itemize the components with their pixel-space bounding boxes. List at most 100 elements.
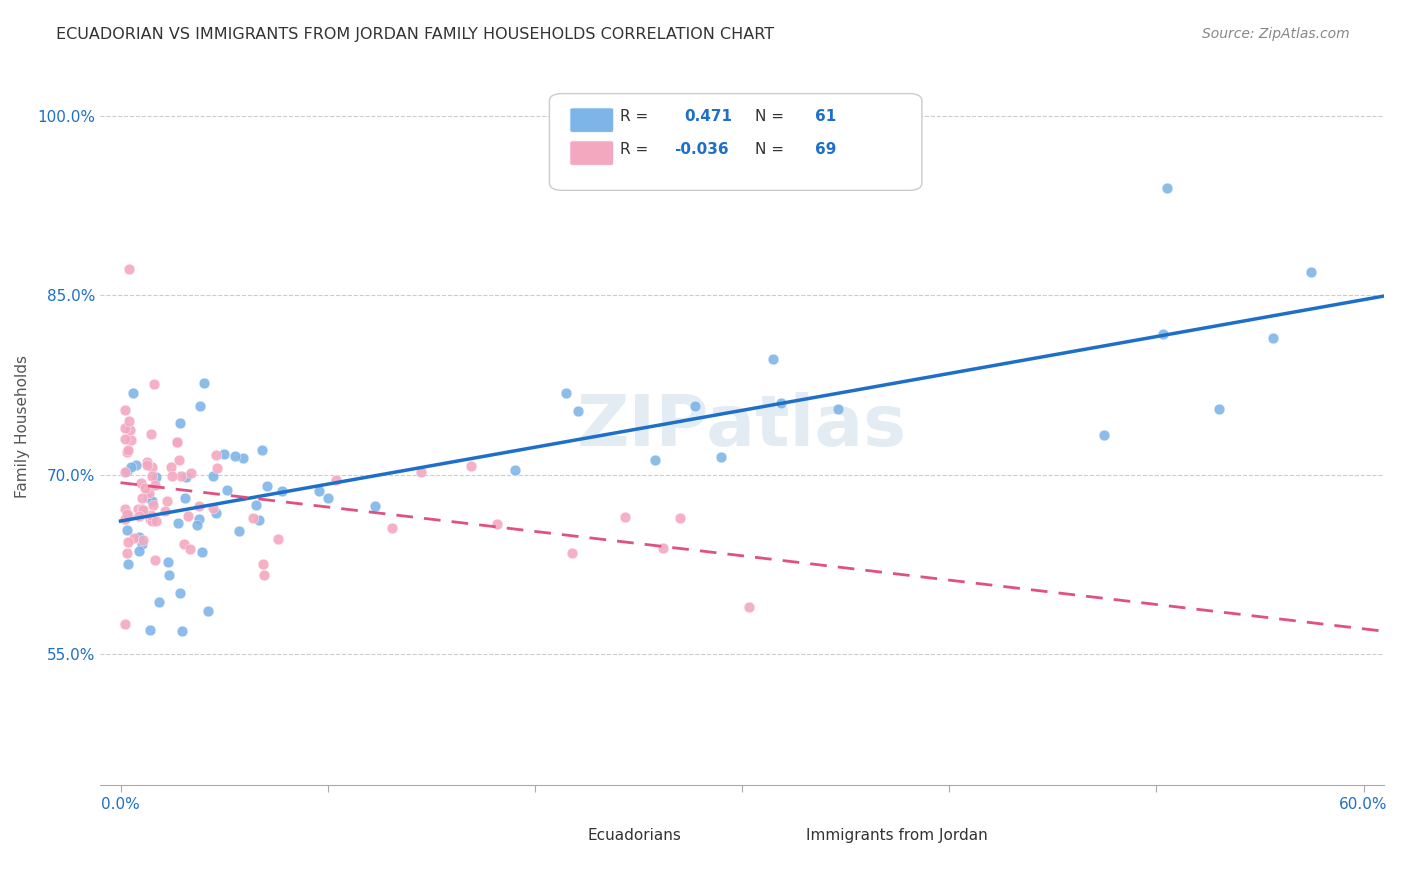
Point xyxy=(174,491,197,506)
Text: 61: 61 xyxy=(815,109,837,124)
Point xyxy=(204,448,226,462)
Point xyxy=(117,507,139,521)
Text: -0.036: -0.036 xyxy=(673,142,728,157)
Point xyxy=(1261,331,1284,345)
Point xyxy=(267,532,290,546)
Text: R =: R = xyxy=(620,142,648,157)
Text: R =: R = xyxy=(620,109,648,124)
Point xyxy=(409,465,432,479)
Point xyxy=(143,477,166,491)
Point xyxy=(127,502,149,516)
Point xyxy=(122,386,145,401)
Point xyxy=(117,558,139,572)
Point xyxy=(156,555,179,569)
Point xyxy=(1156,181,1178,195)
Point xyxy=(644,453,666,467)
Point xyxy=(316,491,339,505)
Point xyxy=(1152,326,1174,341)
Point xyxy=(363,499,385,513)
Point xyxy=(683,399,706,413)
Point xyxy=(485,516,508,531)
Point xyxy=(131,536,153,550)
Text: 0.471: 0.471 xyxy=(685,109,733,124)
Point xyxy=(325,474,347,488)
Point xyxy=(117,546,139,560)
Point xyxy=(270,483,292,498)
Point xyxy=(224,449,246,463)
Point xyxy=(561,546,583,560)
Point xyxy=(138,512,160,526)
Point xyxy=(215,483,238,497)
Point xyxy=(139,426,162,441)
Point xyxy=(145,514,167,528)
Point xyxy=(118,262,141,277)
Text: Ecuadorians: Ecuadorians xyxy=(588,828,682,843)
Point xyxy=(143,553,166,567)
Point xyxy=(177,509,200,524)
Point xyxy=(132,533,155,548)
Text: N =: N = xyxy=(755,142,785,157)
Point xyxy=(247,513,270,527)
Point xyxy=(166,434,188,449)
Point xyxy=(1301,265,1323,279)
Point xyxy=(114,403,136,417)
Point xyxy=(197,603,219,617)
Point xyxy=(555,385,578,400)
Text: 69: 69 xyxy=(815,142,837,157)
Point xyxy=(131,476,153,491)
Point xyxy=(125,458,148,472)
FancyBboxPatch shape xyxy=(540,817,578,838)
Point xyxy=(157,567,180,582)
Text: N =: N = xyxy=(755,109,785,124)
Point xyxy=(207,461,229,475)
Point xyxy=(114,617,136,632)
Point xyxy=(136,458,159,472)
Point xyxy=(162,469,184,483)
FancyBboxPatch shape xyxy=(759,817,796,838)
Point xyxy=(166,434,188,449)
FancyBboxPatch shape xyxy=(569,141,613,165)
Point xyxy=(155,494,177,508)
Point xyxy=(252,557,274,571)
Point xyxy=(115,445,138,459)
Point xyxy=(169,416,191,430)
Point xyxy=(132,503,155,517)
Point xyxy=(138,485,160,500)
Point xyxy=(669,511,692,525)
Point xyxy=(308,483,330,498)
Point xyxy=(188,512,211,526)
Point xyxy=(142,498,165,512)
Point xyxy=(145,469,167,483)
Point xyxy=(737,600,759,615)
Point xyxy=(567,403,589,417)
Point xyxy=(115,509,138,524)
Point xyxy=(827,401,849,416)
Point xyxy=(141,460,163,475)
Point xyxy=(117,534,139,549)
Point xyxy=(117,443,139,458)
Text: Source: ZipAtlas.com: Source: ZipAtlas.com xyxy=(1202,27,1350,41)
Point xyxy=(114,512,136,526)
Point xyxy=(141,493,163,508)
Point xyxy=(114,421,136,435)
Point xyxy=(120,424,142,438)
Point xyxy=(141,508,163,522)
Point xyxy=(114,502,136,516)
Point xyxy=(214,447,236,461)
Point xyxy=(117,508,139,522)
Point xyxy=(114,465,136,479)
Point xyxy=(170,624,193,638)
Point xyxy=(128,509,150,524)
Point xyxy=(141,469,163,483)
Point xyxy=(128,543,150,558)
Point xyxy=(173,537,195,551)
Point xyxy=(160,460,183,475)
Point xyxy=(138,491,160,505)
Point xyxy=(131,491,153,505)
Point xyxy=(114,432,136,446)
Point xyxy=(134,481,156,495)
Point xyxy=(115,524,138,538)
Point xyxy=(503,463,526,477)
Point xyxy=(205,507,228,521)
Point xyxy=(118,414,141,428)
